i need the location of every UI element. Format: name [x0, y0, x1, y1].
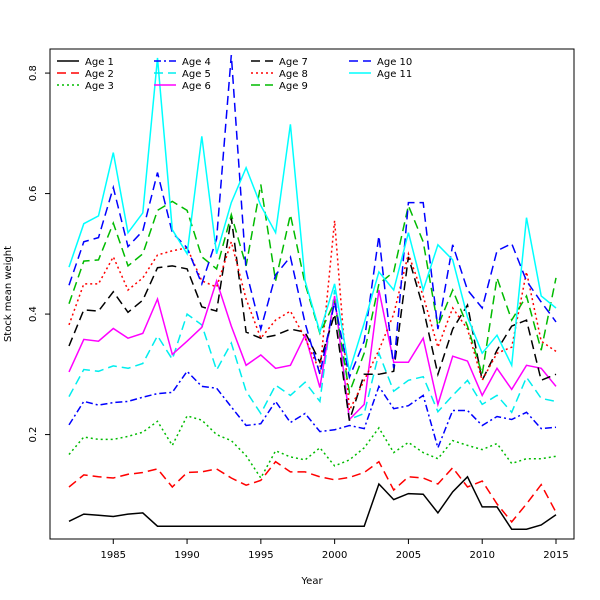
legend-label: Age 2: [85, 69, 114, 80]
x-tick-label: 2000: [322, 550, 347, 561]
series-line-age-10: [68, 54, 557, 380]
x-axis-title: Year: [300, 576, 323, 587]
series-line-age-9: [68, 184, 557, 396]
series-line-age-11: [68, 57, 557, 372]
plot-frame: [49, 48, 575, 540]
series-line-age-8: [68, 220, 557, 414]
legend-entry-age-9: Age 9: [251, 81, 308, 92]
series-line-age-1: [68, 475, 557, 530]
y-tick-label: 0.8: [28, 65, 39, 81]
y-tick-label: 0.4: [28, 306, 39, 322]
y-axis-title: Stock mean weight: [3, 246, 14, 342]
x-tick-label: 2005: [396, 550, 421, 561]
legend-entry-age-8: Age 8: [251, 69, 308, 80]
legend-label: Age 11: [377, 69, 412, 80]
y-axis: 0.2 0.4 0.6 0.8: [28, 65, 51, 443]
x-axis: 1985 1990 1995 2000 2005 2010 2015: [101, 538, 569, 561]
legend-label: Age 9: [279, 81, 308, 92]
x-tick-label: 1990: [174, 550, 199, 561]
legend-entry-age-10: Age 10: [349, 57, 412, 68]
legend-entry-age-4: Age 4: [154, 57, 211, 68]
y-tick-label: 0.6: [28, 186, 39, 202]
x-tick-label: 1985: [101, 550, 126, 561]
legend-label: Age 7: [279, 57, 308, 68]
series-layer: [68, 54, 557, 530]
legend-label: Age 6: [182, 81, 211, 92]
legend-label: Age 3: [85, 81, 114, 92]
legend-label: Age 1: [85, 57, 114, 68]
series-line-age-4: [68, 370, 557, 451]
y-tick-label: 0.2: [28, 427, 39, 443]
series-line-age-7: [68, 217, 557, 421]
legend-entry-age-5: Age 5: [154, 69, 211, 80]
x-tick-label: 2015: [543, 550, 568, 561]
legend-entry-age-2: Age 2: [57, 69, 114, 80]
x-tick-label: 1995: [248, 550, 273, 561]
legend-label: Age 5: [182, 69, 211, 80]
series-line-age-2: [68, 460, 557, 524]
series-line-age-6: [68, 278, 557, 422]
legend-label: Age 8: [279, 69, 308, 80]
series-line-age-5: [68, 289, 557, 421]
legend-entry-age-6: Age 6: [154, 81, 211, 92]
legend-label: Age 10: [377, 57, 412, 68]
legend-entry-age-1: Age 1: [57, 57, 114, 68]
legend-label: Age 4: [182, 57, 211, 68]
legend-entry-age-7: Age 7: [251, 57, 308, 68]
x-tick-label: 2010: [469, 550, 494, 561]
legend-entry-age-11: Age 11: [349, 69, 412, 80]
legend-entry-age-3: Age 3: [57, 81, 114, 92]
